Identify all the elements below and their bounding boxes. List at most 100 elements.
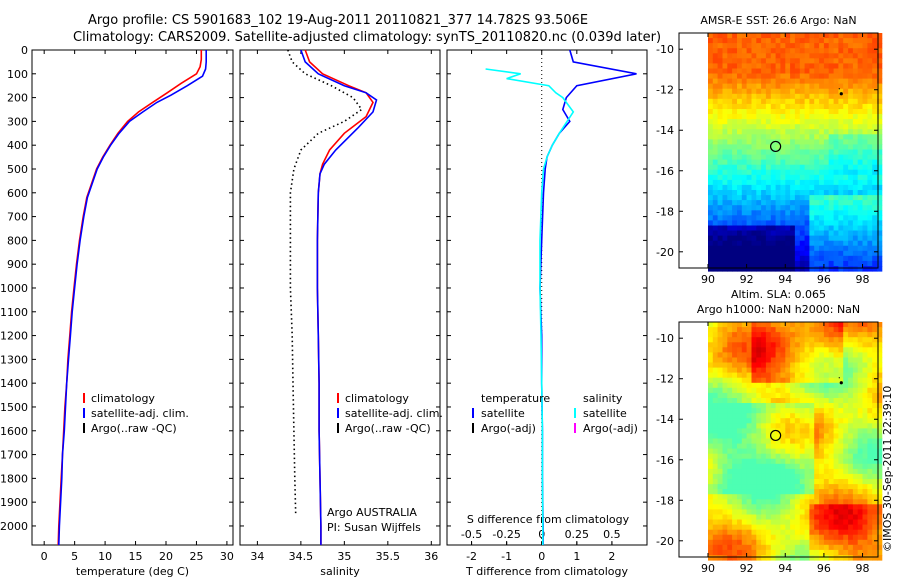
sla-map-cell [775, 418, 781, 424]
sst-map-cell [712, 149, 719, 156]
sst-map-cell [717, 164, 723, 171]
sst-map-cell [785, 114, 791, 120]
sla-map-cell [765, 413, 772, 419]
sla-map-cell [722, 499, 728, 505]
sst-map-cell [819, 88, 825, 95]
sla-map-cell [746, 387, 752, 394]
sst-map-cell [814, 38, 820, 44]
sla-map-cell [785, 433, 791, 439]
sst-map-cell [814, 266, 820, 272]
sla-map-cell [867, 539, 873, 546]
sla-map-cell [761, 428, 767, 434]
sst-map-cell [727, 205, 733, 211]
sla-map-cell [751, 524, 757, 531]
sst-map-cell [732, 43, 738, 49]
sla-map-cell [746, 473, 752, 480]
sla-map-cell [741, 428, 748, 434]
sst-map-cell [862, 164, 868, 171]
sst-map-cell [790, 225, 796, 232]
sst-map-cell [843, 210, 849, 216]
sla-map-cell [737, 473, 743, 480]
sst-map-cell [785, 200, 791, 206]
sst-map-cell [775, 230, 781, 237]
sla-map-cell [809, 357, 815, 364]
sla-map-cell [741, 423, 748, 429]
sst-map-cell [712, 124, 719, 130]
sst-map-cell [804, 129, 810, 135]
sla-map-cell [732, 352, 738, 358]
sla-map-cell [785, 403, 791, 409]
sla-map-cell [770, 367, 777, 374]
sla-map-cell [814, 555, 820, 561]
sla-map-cell [814, 509, 820, 515]
sst-map-cell [819, 93, 825, 100]
sla-map-cell [717, 372, 723, 379]
sst-map-cell [746, 58, 752, 64]
sst-map-cell [761, 190, 767, 196]
sst-map-cell [785, 129, 791, 135]
sst-map-cell [790, 154, 796, 161]
sst-map-cell [722, 184, 728, 191]
sla-map-cell [746, 392, 752, 399]
sla-map-cell [790, 398, 796, 404]
sla-map-cell [756, 458, 762, 465]
sst-map-cell [848, 114, 854, 120]
sla-map-cell [848, 514, 854, 521]
sst-map-cell [877, 190, 883, 196]
sla-map-cell [790, 514, 796, 521]
sla-map-cell [732, 423, 738, 429]
sla-map-ytick-label: -10 [656, 332, 674, 345]
sst-map-cell [862, 154, 868, 161]
sst-map-cell [809, 53, 815, 59]
sla-map-cell [814, 544, 820, 551]
sla-map-cell [746, 489, 752, 495]
sst-map-cell [761, 83, 767, 90]
sst-map-cell [809, 88, 815, 95]
sst-map-cell [823, 225, 830, 232]
sst-map-cell [741, 164, 748, 171]
sla-map-cell [804, 473, 810, 480]
sla-map-cell [804, 423, 810, 429]
sla-map-cell [819, 458, 825, 465]
sla-map-cell [756, 468, 762, 475]
sst-map-cell [722, 43, 728, 49]
sst-map-cell [727, 164, 733, 171]
sla-map-cell [872, 398, 878, 404]
sst-map-cell [722, 129, 728, 135]
sla-map-cell [727, 352, 733, 358]
sst-map-cell [809, 200, 815, 206]
sla-map-cell [862, 463, 868, 470]
sla-map-cell [809, 377, 815, 384]
sla-map-cell [794, 332, 801, 338]
sla-map-cell [751, 534, 757, 541]
annotation-line: Argo AUSTRALIA [327, 506, 417, 519]
sst-map-cell [790, 73, 796, 80]
sla-map-cell [838, 337, 844, 343]
sst-map-cell [794, 169, 801, 176]
sla-map-cell [780, 408, 786, 414]
sst-map-cell [814, 159, 820, 166]
sst-map-cell [833, 68, 839, 75]
sst-map-cell [770, 210, 777, 216]
sla-map-cell [737, 453, 743, 460]
sst-map-cell [838, 245, 844, 252]
sla-map-cell [780, 509, 786, 515]
sst-map-cell [756, 179, 762, 186]
sst-map-cell [765, 149, 772, 156]
sla-map-cell [852, 347, 859, 353]
sst-map-cell [809, 129, 815, 135]
sst-map-cell [794, 154, 801, 161]
sla-map-cell [843, 377, 849, 384]
sla-map-cell [857, 479, 863, 485]
sla-map-cell [712, 403, 719, 409]
sla-map-cell [804, 438, 810, 445]
sst-map-cell [765, 215, 772, 221]
sst-map-cell [833, 260, 839, 267]
sst-map-cell [780, 205, 786, 211]
sla-map-cell [712, 322, 719, 328]
sla-map-cell [761, 327, 767, 333]
sla-map-cell [712, 499, 719, 505]
sst-map-cell [785, 53, 791, 59]
sst-map-cell [761, 73, 767, 80]
